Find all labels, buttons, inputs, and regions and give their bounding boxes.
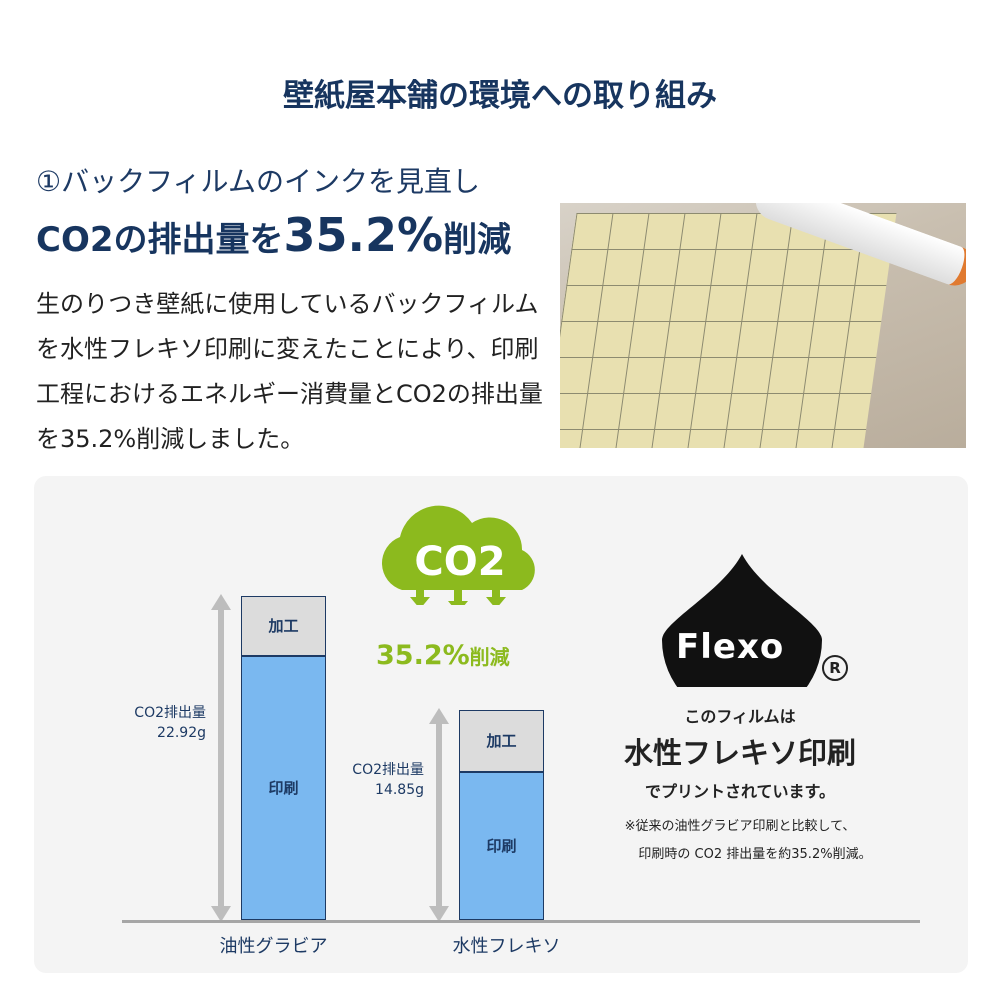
- total-label: CO2排出量 22.92g: [96, 703, 206, 743]
- registered-mark: R: [822, 655, 848, 681]
- subheading: ①バックフィルムのインクを見直し: [36, 165, 480, 198]
- segment-label: 加工: [268, 617, 299, 636]
- chart-baseline: [122, 920, 920, 923]
- range-arrow: [211, 594, 231, 922]
- bar-segment-kakou: 加工: [459, 710, 544, 772]
- co2-cloud-icon: CO2: [381, 505, 535, 605]
- flexo-line1: このフィルムは: [684, 707, 796, 726]
- headline: CO2の排出量を35.2%削減: [36, 208, 511, 262]
- flexo-note1: ※従来の油性グラビア印刷と比較して、: [624, 819, 856, 834]
- flexo-logo: Flexo: [676, 627, 785, 667]
- segment-label: 印刷: [486, 837, 517, 856]
- page-title: 壁紙屋本舗の環境への取り組み: [283, 78, 717, 114]
- reduction-suffix: 削減: [469, 645, 510, 669]
- total-label-title: CO2排出量: [352, 762, 424, 779]
- cloud-label: CO2: [414, 539, 505, 585]
- product-photo: [560, 203, 966, 448]
- total-label-value: 14.85g: [375, 782, 424, 799]
- reduction-value: 35.2%: [376, 640, 470, 671]
- headline-value: 35.2%: [283, 208, 444, 262]
- bar-segment-print: 印刷: [459, 771, 544, 920]
- reduction-text: 35.2%削減: [376, 640, 510, 671]
- bar-segment-print: 印刷: [241, 655, 326, 920]
- bar-segment-kakou: 加工: [241, 596, 326, 656]
- total-label: CO2排出量 14.85g: [314, 760, 424, 800]
- category-label: 水性フレキソ: [452, 936, 561, 957]
- category-label: 油性グラビア: [219, 936, 328, 957]
- segment-label: 加工: [486, 732, 517, 751]
- total-label-value: 22.92g: [157, 725, 206, 741]
- flexo-line2: 水性フレキソ印刷: [623, 736, 856, 770]
- headline-suffix: 削減: [443, 220, 512, 260]
- backfilm-image: [560, 213, 897, 448]
- segment-label: 印刷: [268, 779, 299, 798]
- total-label-title: CO2排出量: [134, 705, 206, 721]
- headline-prefix: CO2の排出量を: [36, 220, 284, 260]
- flexo-drop-icon: [662, 554, 822, 687]
- body-text: 生のりつき壁紙に使用しているバックフィルムを水性フレキソ印刷に変えたことにより、…: [36, 290, 543, 453]
- range-arrow: [429, 708, 449, 922]
- flexo-line3: でプリントされています。: [645, 782, 835, 801]
- flexo-note2: 印刷時の CO2 排出量を約35.2%削減。: [638, 847, 872, 862]
